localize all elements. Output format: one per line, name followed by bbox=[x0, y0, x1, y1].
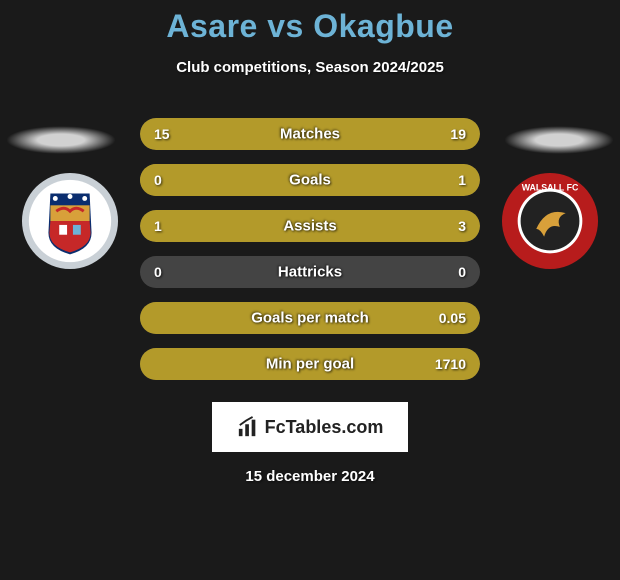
bar-value-left: 0 bbox=[154, 172, 162, 188]
stat-bar: 1 3 Assists bbox=[140, 210, 480, 242]
bar-label: Goals bbox=[289, 172, 331, 189]
logo-text: FcTables.com bbox=[265, 417, 384, 438]
page-title: Asare vs Okagbue bbox=[0, 8, 620, 45]
bar-value-left: 0 bbox=[154, 264, 162, 280]
bar-fill-right bbox=[225, 210, 480, 242]
bar-value-left: 1 bbox=[154, 218, 162, 234]
club-crest-left bbox=[21, 172, 119, 270]
bar-value-left: 15 bbox=[154, 126, 170, 142]
bar-label: Matches bbox=[280, 126, 340, 143]
bar-label: Hattricks bbox=[278, 264, 342, 281]
bar-label: Goals per match bbox=[251, 310, 369, 327]
bar-value-right: 19 bbox=[450, 126, 466, 142]
bar-label: Min per goal bbox=[266, 356, 354, 373]
club-crest-right: WALSALL FC bbox=[501, 172, 599, 270]
bar-value-right: 3 bbox=[458, 218, 466, 234]
subtitle: Club competitions, Season 2024/2025 bbox=[0, 59, 620, 76]
bar-value-right: 1 bbox=[458, 172, 466, 188]
comparison-card: Asare vs Okagbue Club competitions, Seas… bbox=[0, 0, 620, 485]
svg-text:WALSALL FC: WALSALL FC bbox=[522, 183, 579, 193]
chart-icon bbox=[237, 416, 259, 438]
stat-bar: 15 19 Matches bbox=[140, 118, 480, 150]
bar-label: Assists bbox=[283, 218, 336, 235]
bar-value-right: 0.05 bbox=[439, 310, 466, 326]
stat-bar: 0 0 Hattricks bbox=[140, 256, 480, 288]
bar-fill-left bbox=[140, 210, 225, 242]
crest-shadow-left bbox=[6, 126, 116, 154]
source-logo: FcTables.com bbox=[212, 402, 408, 452]
crest-shadow-right bbox=[504, 126, 614, 154]
stat-bar: 1710 Min per goal bbox=[140, 348, 480, 380]
bar-value-right: 0 bbox=[458, 264, 466, 280]
bar-value-right: 1710 bbox=[435, 356, 466, 372]
stat-bar: 0.05 Goals per match bbox=[140, 302, 480, 334]
date-label: 15 december 2024 bbox=[0, 468, 620, 485]
stat-bar: 0 1 Goals bbox=[140, 164, 480, 196]
